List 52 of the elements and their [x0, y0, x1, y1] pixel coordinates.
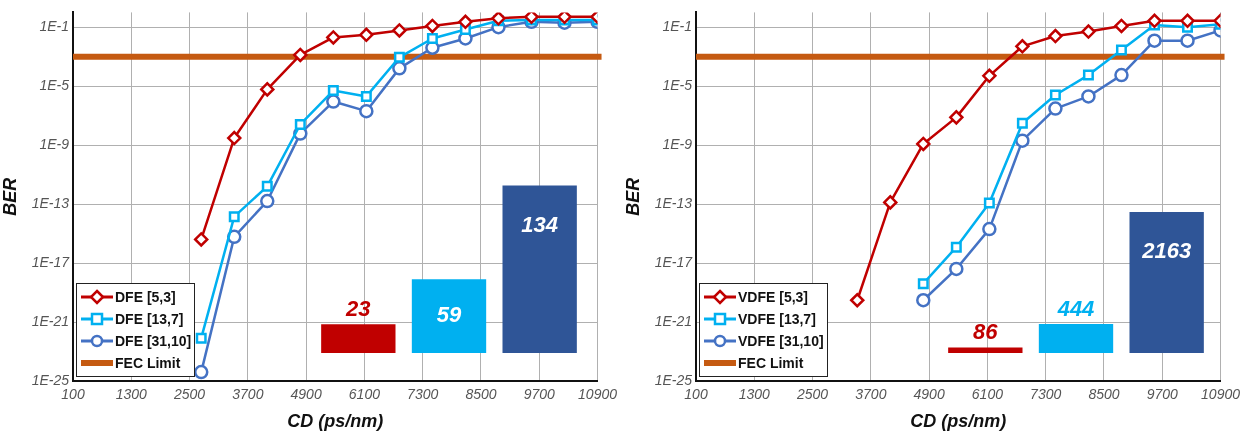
- y-tick-label: 1E-25: [31, 371, 70, 388]
- y-tick-label: 1E-17: [654, 253, 694, 270]
- y-tick-label: 1E-25: [654, 371, 693, 388]
- y-tick-label: 1E-13: [654, 194, 693, 211]
- x-tick-label: 9700: [523, 386, 556, 403]
- legend-label: FEC Limit: [738, 355, 804, 371]
- x-tick-label: 6100: [971, 386, 1004, 403]
- y-axis-title: BER: [622, 177, 643, 216]
- data-label: 2163: [1141, 238, 1192, 264]
- data-label: 86: [973, 319, 999, 345]
- x-tick-label: 100: [684, 386, 708, 403]
- legend-label: VDFE [13,7]: [738, 311, 816, 327]
- y-tick-label: 1E-9: [39, 135, 70, 152]
- x-tick-label: 6100: [348, 386, 381, 403]
- x-tick-label: 3700: [855, 386, 887, 403]
- x-tick-label: 10900: [578, 386, 618, 403]
- y-tick-label: 1E-21: [31, 312, 69, 329]
- data-label: 444: [1056, 296, 1095, 322]
- y-tick-label: 1E-5: [39, 77, 70, 94]
- x-tick-label: 2500: [795, 386, 829, 403]
- data-label: 59: [436, 302, 462, 328]
- y-tick-label: 1E-21: [654, 312, 692, 329]
- data-label: 23: [345, 296, 371, 322]
- data-label: 134: [521, 211, 559, 237]
- x-tick-label: 2500: [172, 386, 206, 403]
- x-tick-label: 8500: [465, 386, 497, 403]
- x-tick-label: 9700: [1146, 386, 1179, 403]
- y-tick-label: 1E-17: [31, 253, 71, 270]
- x-axis-title: CD (ps/nm): [287, 411, 384, 432]
- x-tick-label: 8500: [1088, 386, 1120, 403]
- x-axis-title: CD (ps/nm): [910, 411, 1007, 432]
- x-tick-label: 7300: [1030, 386, 1062, 403]
- x-tick-label: 1300: [738, 386, 771, 403]
- x-tick-label: 7300: [407, 386, 439, 403]
- y-tick-label: 1E-1: [39, 18, 69, 35]
- y-tick-label: 1E-1: [662, 18, 692, 35]
- x-tick-label: 10900: [1201, 386, 1241, 403]
- y-tick-label: 1E-13: [31, 194, 70, 211]
- legend-label: DFE [31,10]: [115, 333, 192, 349]
- y-axis-title: BER: [0, 177, 20, 216]
- y-tick-label: 1E-5: [662, 77, 693, 94]
- legend-label: FEC Limit: [115, 355, 181, 371]
- y-tick-label: 1E-9: [662, 135, 693, 152]
- x-tick-label: 100: [61, 386, 85, 403]
- legend-label: VDFE [5,3]: [738, 289, 809, 305]
- legend-label: DFE [5,3]: [115, 289, 176, 305]
- legend-label: DFE [13,7]: [115, 311, 184, 327]
- legend-label: VDFE [31,10]: [738, 333, 824, 349]
- x-tick-label: 4900: [290, 386, 322, 403]
- x-tick-label: 1300: [115, 386, 148, 403]
- x-tick-label: 3700: [232, 386, 264, 403]
- x-tick-label: 4900: [913, 386, 945, 403]
